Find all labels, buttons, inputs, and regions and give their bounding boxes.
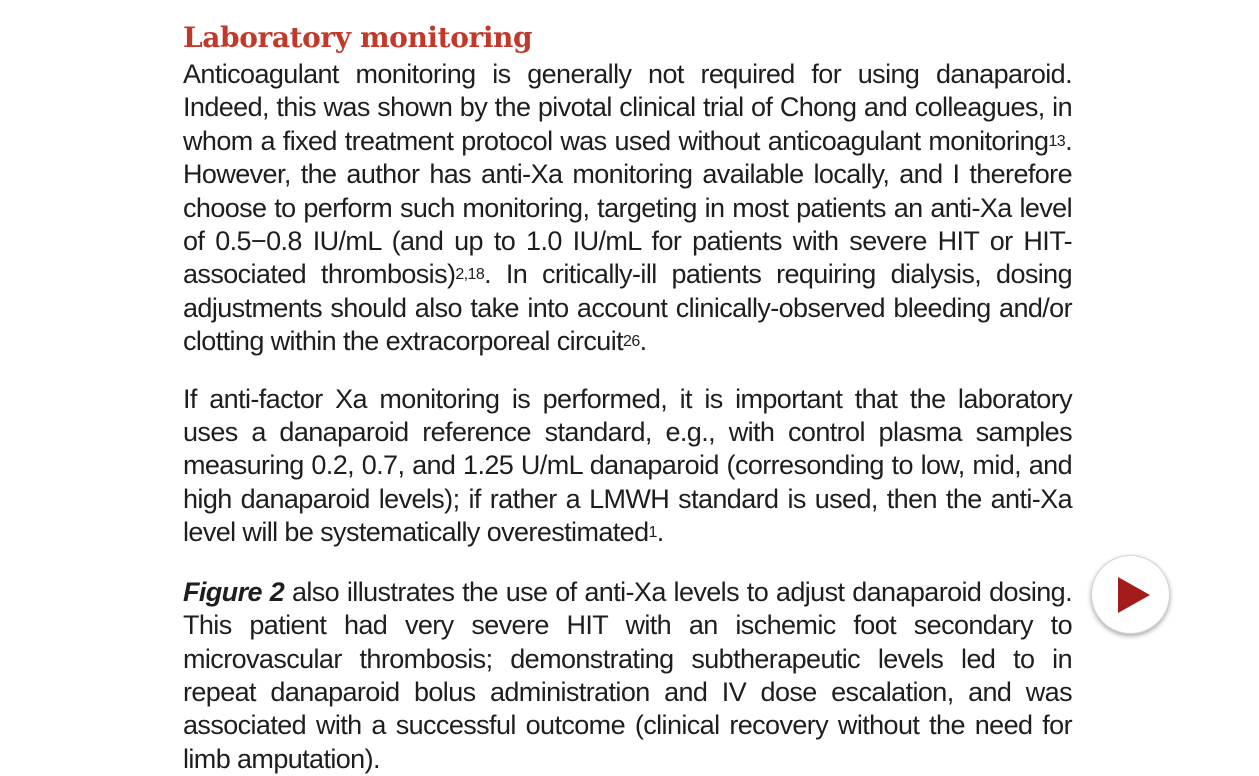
section-heading: Laboratory monitoring <box>183 21 533 54</box>
paragraph-text: . In critically-ill patients requiring d… <box>183 259 1073 357</box>
paragraph-text: also illustrates the use of anti-Xa leve… <box>183 576 1073 774</box>
paragraph-text: . <box>639 326 647 357</box>
paragraph-figure-2: Figure 2 also illustrates the use of ant… <box>183 576 1073 776</box>
play-icon <box>1117 576 1150 613</box>
paragraph-text: Anticoagulant monitoring is generally no… <box>183 59 1073 156</box>
article-body: Laboratory monitoring Anticoagulant moni… <box>183 18 1073 776</box>
figure-reference: Figure 2 <box>183 576 285 607</box>
paragraph-reference-standard: If anti-factor Xa monitoring is performe… <box>183 383 1073 550</box>
citation-ref: 1 <box>648 524 657 542</box>
citation-ref: 13 <box>1048 132 1066 150</box>
citation-ref: 2,18 <box>455 266 485 284</box>
paragraph-text: . <box>656 517 664 548</box>
play-button[interactable] <box>1091 555 1170 634</box>
paragraph-text: If anti-factor Xa monitoring is performe… <box>183 383 1073 548</box>
paragraph-text: . However, the author has anti-Xa monito… <box>183 125 1073 290</box>
citation-ref: 26 <box>623 333 640 351</box>
paragraph-monitoring: Anticoagulant monitoring is generally no… <box>183 58 1073 359</box>
